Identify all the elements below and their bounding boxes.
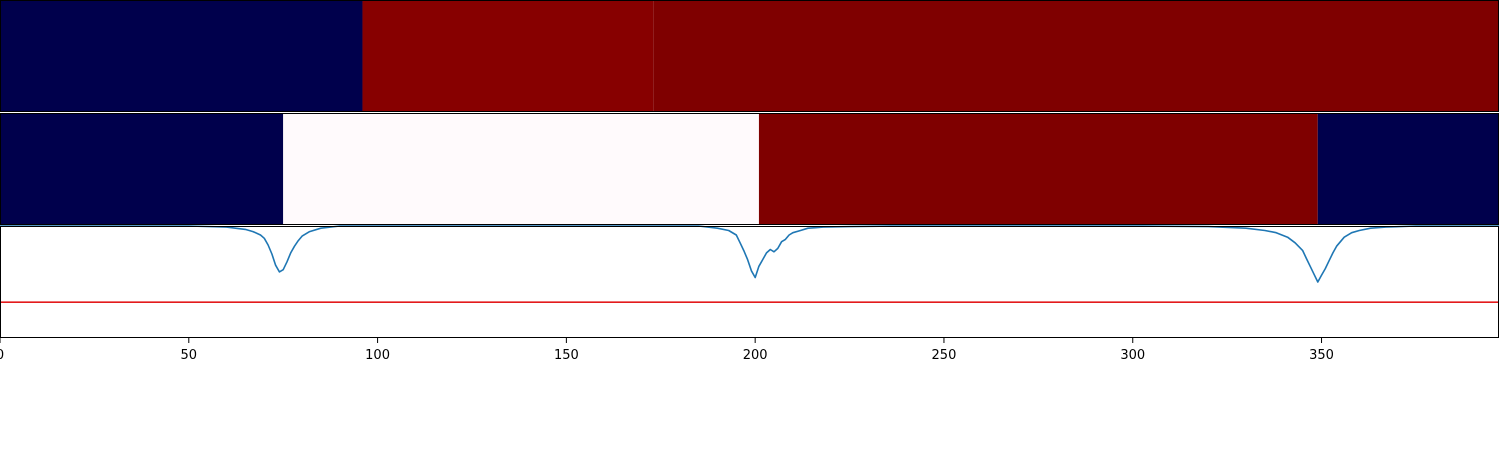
segment-3 [758, 113, 1318, 225]
x-tick-label: 50 [181, 348, 198, 363]
x-tick-label: 0 [0, 348, 4, 363]
segment-strip-1 [0, 0, 1499, 112]
segment-1 [0, 0, 363, 112]
x-tick-label: 100 [365, 348, 390, 363]
x-tick-label: 300 [1120, 348, 1145, 363]
x-tick-label: 200 [743, 348, 768, 363]
x-tick-label: 350 [1309, 348, 1334, 363]
segment-2 [362, 0, 654, 112]
signal-panel [0, 225, 1499, 338]
segment-3 [653, 0, 1499, 112]
strip-frame [0, 0, 1499, 112]
signal-frame [0, 226, 1499, 338]
segment-4 [1317, 113, 1499, 225]
strip-frame [0, 113, 1499, 225]
x-axis: 0 50 100 150 200 250 300 350 [0, 338, 1334, 363]
x-tick-label: 250 [932, 348, 957, 363]
segment-2 [283, 113, 759, 225]
signal-line-1 [0, 225, 1499, 283]
segment-1 [0, 113, 284, 225]
x-tick-label: 150 [554, 348, 579, 363]
segment-strip-2 [0, 113, 1499, 225]
